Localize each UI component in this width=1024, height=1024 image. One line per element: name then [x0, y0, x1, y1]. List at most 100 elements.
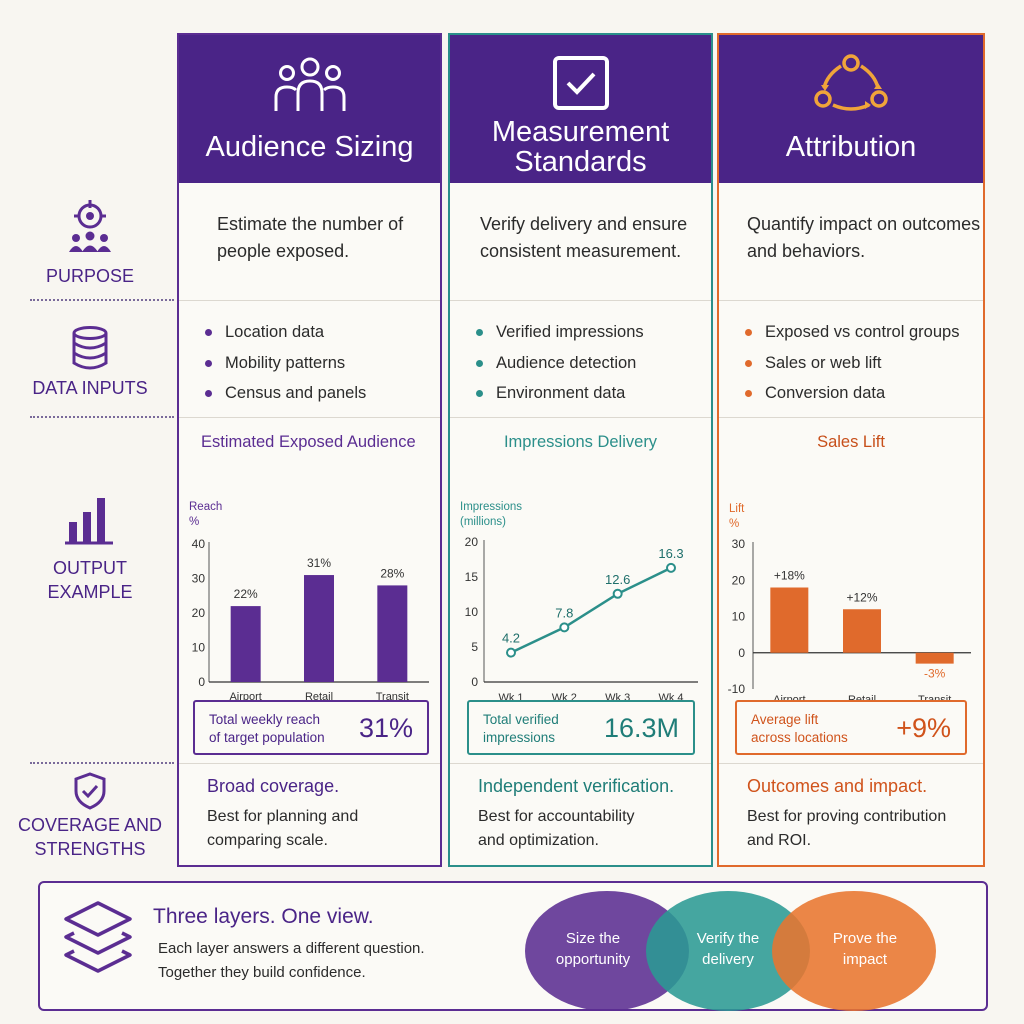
- tick-label: 10: [192, 641, 206, 655]
- strength-title: Broad coverage.: [207, 776, 340, 796]
- data-inputs-list: Verified impressions Audience detection …: [476, 317, 644, 409]
- tick-label: 15: [465, 570, 479, 584]
- summary-label: Average lift across locations: [751, 712, 848, 745]
- axis-label: (millions): [460, 516, 506, 528]
- summary-value: 16.3M: [603, 713, 679, 743]
- bar-chart-icon: [65, 498, 113, 545]
- venn-circle-size: [525, 891, 689, 1011]
- shield-check-icon: [74, 772, 106, 810]
- row-label-coverage-line1: COVERAGE AND: [17, 815, 163, 835]
- tick-label: 0: [198, 675, 205, 689]
- venn-diagram: [525, 891, 936, 1011]
- bar-chart-reach: Reach%01020304022%Airport31%RetailPrecin…: [189, 501, 429, 700]
- chart-title: Impressions Delivery: [503, 433, 658, 451]
- chart-title: Sales Lift: [817, 433, 885, 451]
- summary-box: Total weekly reach of target population 3…: [193, 700, 429, 755]
- row-divider: [179, 763, 440, 764]
- tick-label: 5: [471, 640, 478, 654]
- data-label: 28%: [380, 566, 404, 580]
- data-label: +12%: [846, 590, 877, 604]
- axis-label: Reach: [189, 501, 222, 513]
- row-divider: [30, 762, 174, 764]
- data-label: -3%: [924, 667, 946, 681]
- summary-label: Total weekly reach of target population: [209, 712, 325, 745]
- row-label-purpose-text: PURPOSE: [45, 266, 135, 286]
- data-point: [559, 622, 570, 633]
- venn-label-size: Size the opportunity: [555, 930, 631, 968]
- category-label: Wk 4: [658, 692, 683, 700]
- venn-circle-prove: [772, 891, 936, 1011]
- bar: [843, 609, 881, 653]
- column-measurement-standards: Measurement Standards Verify delivery and…: [448, 33, 713, 867]
- summary-box: Total verified impressions 16.3M: [467, 700, 695, 755]
- axis-label: Lift: [729, 503, 745, 515]
- tick-label: 0: [471, 675, 478, 689]
- category-label: Airport: [229, 691, 261, 700]
- tick-label: 0: [738, 646, 745, 660]
- row-divider: [179, 417, 440, 418]
- list-item: Census and panels: [205, 378, 366, 409]
- data-label: 16.3: [658, 546, 683, 561]
- row-label-coverage-line2: STRENGTHS: [34, 839, 146, 859]
- tick-label: 30: [732, 537, 746, 551]
- data-label: 31%: [307, 556, 331, 570]
- list-item: Audience detection: [476, 348, 644, 379]
- venn-label-prove: Prove the impact: [832, 930, 898, 968]
- banner-text: Each layer answers a different question.…: [158, 940, 425, 981]
- list-item: Environment data: [476, 378, 644, 409]
- column-title: Audience Sizing: [205, 131, 414, 163]
- axis-label: Impressions: [460, 501, 522, 513]
- strength-title: Outcomes and impact.: [747, 776, 928, 796]
- row-divider: [179, 300, 440, 301]
- strength-text: Best for planning and comparing scale.: [207, 808, 359, 849]
- layers-icon: [64, 901, 132, 973]
- row-divider: [30, 416, 174, 418]
- bar: [377, 585, 408, 682]
- venn-label-verify: Verify the delivery: [696, 930, 760, 968]
- strength-text: Best for proving contribution and ROI.: [747, 808, 947, 849]
- data-inputs-list: Exposed vs control groups Sales or web l…: [745, 317, 959, 409]
- category-label: Wk 2: [552, 692, 577, 700]
- category-label: Retail: [848, 694, 876, 700]
- list-item: Verified impressions: [476, 317, 644, 348]
- data-point: [612, 588, 623, 599]
- data-inputs-list: Location data Mobility patterns Census a…: [205, 317, 366, 409]
- cycle-icon: [814, 54, 888, 111]
- tick-label: -10: [728, 682, 746, 696]
- database-icon: [72, 326, 108, 370]
- data-point: [506, 647, 516, 658]
- list-item: Sales or web lift: [745, 348, 959, 379]
- venn-circle-verify: [646, 891, 810, 1011]
- list-item: Location data: [205, 317, 366, 348]
- column-header: Audience Sizing: [179, 35, 440, 183]
- people-icon: [274, 57, 345, 111]
- row-label-output-example: OUTPUT EXAMPLE: [0, 494, 180, 604]
- column-title: Measurement Standards: [491, 116, 670, 178]
- bar-chart-sales-lift: Lift%-100102030+18%Airport+12%RetailPrec…: [728, 503, 971, 700]
- strength-text: Best for accountability and optimization.: [478, 808, 635, 849]
- tick-label: 30: [192, 572, 206, 586]
- tick-label: 10: [732, 610, 746, 624]
- category-label: Wk 1: [498, 692, 523, 700]
- data-label: 4.2: [502, 631, 520, 646]
- bar: [230, 606, 261, 682]
- tick-label: 40: [192, 537, 206, 551]
- purpose-text: Quantify impact on outcomes and behaviors…: [747, 214, 981, 261]
- row-divider: [450, 763, 711, 764]
- banner-title: Three layers. One view.: [153, 905, 374, 928]
- category-label: Wk 3: [605, 692, 630, 700]
- category-label: Transit: [918, 694, 951, 700]
- list-item: Conversion data: [745, 378, 959, 409]
- bar: [770, 587, 809, 653]
- purpose-text: Estimate the number of people exposed.: [217, 214, 404, 261]
- row-label-purpose: PURPOSE: [0, 200, 180, 288]
- summary-value: +9%: [896, 713, 951, 743]
- purpose-text: Verify delivery and ensure consistent mea…: [480, 214, 688, 261]
- axis-label: %: [189, 516, 199, 528]
- column-title: Attribution: [785, 131, 917, 163]
- series-line: [510, 566, 672, 654]
- category-label: Transit: [376, 691, 409, 700]
- tick-label: 20: [732, 573, 746, 587]
- axis-label: %: [729, 518, 739, 530]
- category-label: Airport: [773, 694, 805, 700]
